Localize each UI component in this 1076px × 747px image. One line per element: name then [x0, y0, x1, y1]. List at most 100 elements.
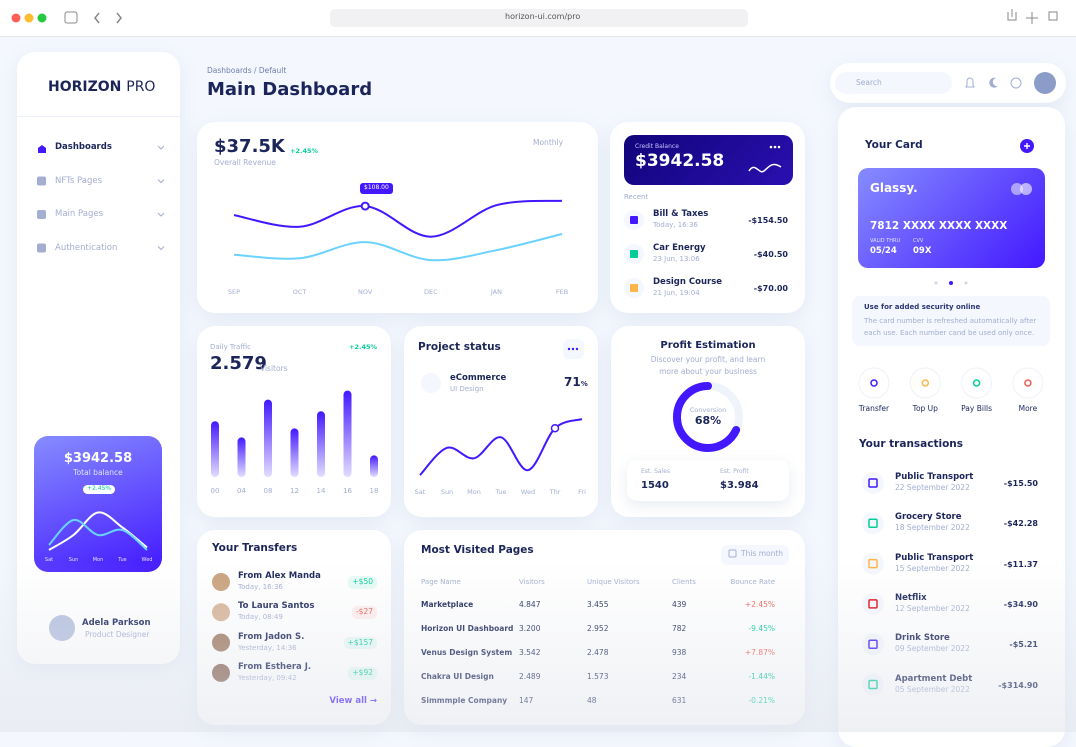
item-amount: -$70.00 — [753, 284, 788, 293]
x-tick-label: 04 — [237, 487, 246, 495]
table-cell: 1.573 — [587, 672, 609, 681]
table-cell: 439 — [672, 600, 687, 609]
traffic-change: +2.45% — [349, 343, 377, 351]
period-select[interactable]: Monthly — [533, 138, 564, 147]
card-number: 7812 XXXX XXXX XXXX — [870, 220, 1008, 232]
profit-summary — [627, 460, 789, 501]
transaction-date: 12 September 2022 — [895, 603, 970, 613]
percent-value: 71 — [564, 375, 581, 389]
transfer-name: To Laura Santos — [238, 601, 315, 612]
project-percent: 71% — [564, 375, 588, 390]
transaction-name: Drink Store — [895, 633, 950, 644]
profit-title: Profit Estimation — [660, 340, 756, 351]
balance-amount: $3942.58 — [63, 451, 133, 466]
column-header: Page Name — [421, 578, 461, 586]
table-cell: 4.847 — [519, 600, 541, 609]
pages-title: Most Visited Pages — [421, 544, 534, 556]
transaction-amount: -$11.37 — [1003, 559, 1038, 569]
x-tick-label: 16 — [343, 487, 352, 495]
table-cell: 3.200 — [519, 624, 541, 633]
nav-item[interactable]: Dashboards — [55, 142, 112, 152]
cvv-value: 09X — [913, 246, 932, 256]
browser-bar: horizon-ui.com/pro — [0, 0, 1076, 37]
item-amount: -$40.50 — [753, 250, 788, 259]
transaction-name: Public Transport — [895, 472, 974, 482]
x-tick-label: 00 — [210, 487, 220, 495]
transfers-title: Your Transfers — [212, 542, 298, 554]
bounce-rate: -0.21% — [748, 696, 775, 705]
bounce-rate: -9.45% — [748, 624, 775, 633]
x-tick-label: JAN — [490, 288, 502, 296]
item-time: Today, 16:36 — [653, 221, 698, 229]
traffic-unit: Visitors — [260, 364, 288, 373]
revenue-label: Overall Revenue — [214, 158, 276, 167]
traffic-label: Daily Traffic — [210, 343, 251, 351]
x-tick-label: Thr — [549, 488, 561, 496]
transaction-amount: -$314.90 — [998, 680, 1038, 690]
profit-text: Discover your profit, and learn more abo… — [650, 355, 766, 376]
x-tick-label: DEC — [423, 288, 438, 296]
transaction-date: 09 September 2022 — [895, 644, 970, 654]
transaction-amount: -$34.90 — [1003, 599, 1038, 609]
action-label[interactable]: More — [1018, 404, 1038, 413]
credit-decor — [748, 145, 782, 173]
est-profit-value: $3.984 — [720, 480, 759, 491]
x-tick-label: 18 — [369, 487, 379, 495]
search-box[interactable] — [835, 72, 952, 94]
recent-label: Recent — [624, 193, 649, 201]
percent-unit: % — [580, 380, 588, 388]
transfer-time: Today, 08:49 — [238, 613, 283, 622]
sales-label: Est. Sales — [641, 468, 671, 475]
x-tick-label: Tue — [495, 488, 507, 496]
column-header: Visitors — [519, 578, 545, 586]
revenue-change: +2.45% — [290, 147, 318, 155]
table-cell: 2.478 — [587, 648, 609, 657]
action-label[interactable]: Transfer — [858, 404, 890, 413]
project-title: Project status — [418, 341, 501, 353]
x-tick-label: Sat — [414, 488, 426, 496]
transfer-amount: -$27 — [351, 606, 377, 619]
table-cell: 3.455 — [587, 600, 609, 609]
nav-item[interactable]: Authentication — [55, 242, 118, 253]
pages-period: This month — [741, 549, 784, 558]
balance-change: +2.45% — [83, 485, 116, 494]
table-cell: 2.489 — [519, 672, 541, 681]
table-cell: 48 — [587, 696, 597, 705]
header-toolbar — [830, 63, 1066, 103]
x-tick-label: OCT — [292, 288, 307, 296]
item-time: 23 Jun, 13:06 — [653, 255, 700, 263]
nav-item[interactable]: NFTs Pages — [55, 175, 103, 186]
card-title: Your Card — [865, 139, 923, 151]
x-tick-label: NOV — [358, 288, 373, 296]
credit-balance-card — [624, 135, 793, 185]
table-cell: 782 — [672, 624, 687, 633]
credit-label: Credit Balance — [635, 143, 679, 150]
action-label[interactable]: Top Up — [912, 404, 938, 413]
transaction-amount: -$42.28 — [1003, 519, 1038, 529]
transaction-name: Netflix — [895, 592, 927, 603]
more-button[interactable] — [563, 339, 584, 359]
info-box — [852, 296, 1050, 346]
est-profit-label: Est. Profit — [720, 468, 749, 475]
bounce-rate: +7.87% — [744, 648, 775, 657]
view-all[interactable]: View all → — [329, 696, 377, 706]
divider — [17, 116, 180, 117]
url[interactable]: horizon-ui.com/pro — [505, 12, 581, 21]
bounce-rate: +2.45% — [744, 600, 775, 609]
table-cell: 3.542 — [519, 648, 541, 657]
table-cell: 2.952 — [587, 624, 609, 633]
nav-item[interactable]: Main Pages — [55, 209, 103, 219]
action-label[interactable]: Pay Bills — [961, 404, 993, 413]
column-header: Unique Visitors — [587, 578, 640, 586]
transfer-time: Yesterday, 14:36 — [238, 643, 297, 652]
x-tick-label: 08 — [263, 487, 273, 495]
table-cell: Simmmple Company — [421, 696, 508, 705]
profile-name: Adela Parkson — [82, 618, 151, 628]
breadcrumb[interactable]: Dashboards / Default — [207, 66, 287, 75]
item-name: Car Energy — [653, 243, 706, 253]
search-placeholder: Search — [856, 78, 882, 87]
table-cell: 938 — [672, 648, 687, 657]
table-cell: Venus Design System — [421, 648, 513, 657]
table-cell: 147 — [519, 696, 534, 705]
